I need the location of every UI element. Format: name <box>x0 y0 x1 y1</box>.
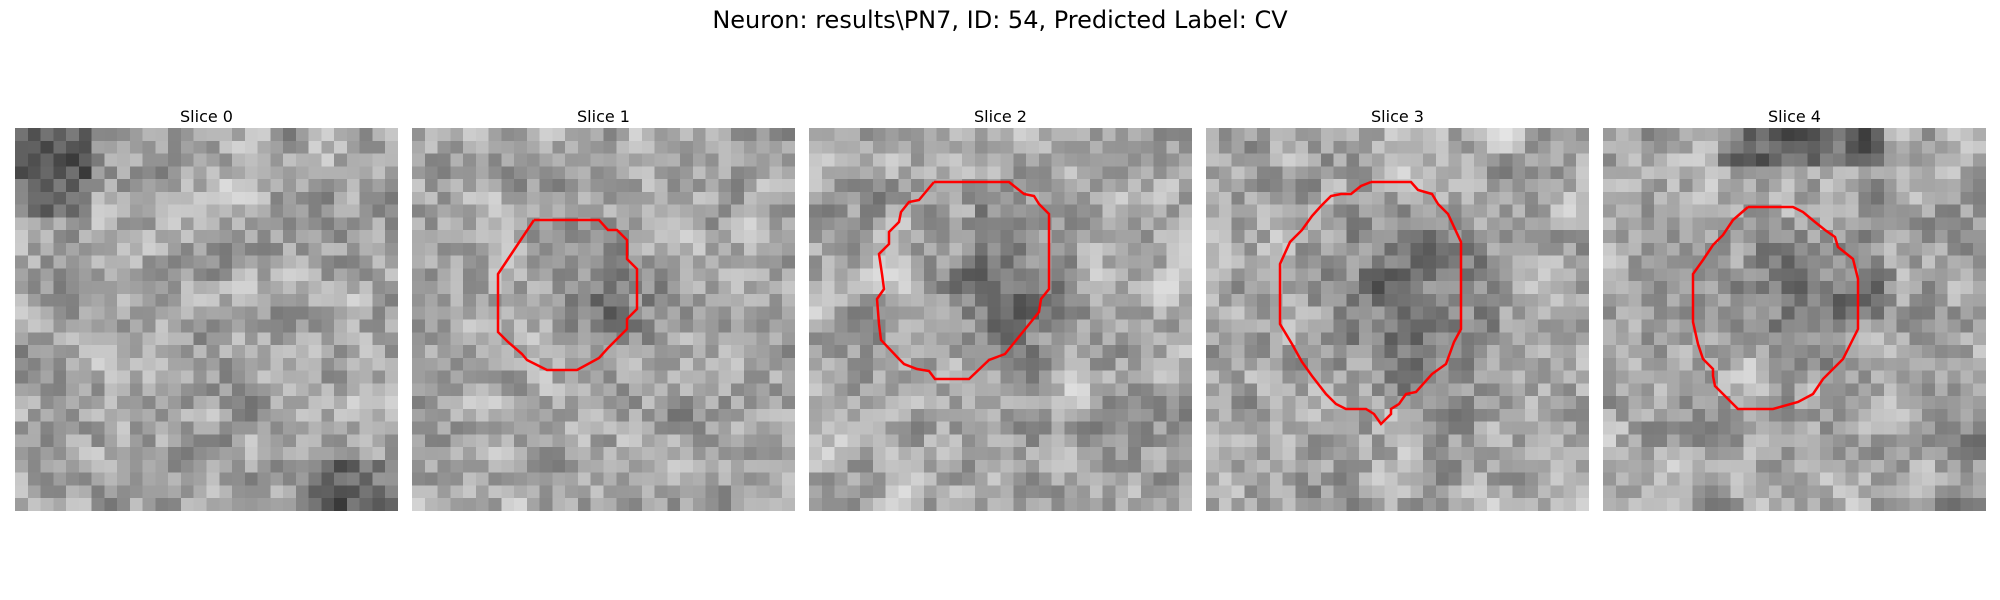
slice-image <box>15 128 398 511</box>
slice-title: Slice 0 <box>180 107 233 126</box>
slice-image <box>1206 128 1589 511</box>
slice-title: Slice 1 <box>577 107 630 126</box>
figure-title: Neuron: results\PN7, ID: 54, Predicted L… <box>712 6 1288 34</box>
slice-panel-4: Slice 4 <box>1603 106 1986 511</box>
slice-panel-2: Slice 2 <box>809 106 1192 511</box>
slice-image <box>809 128 1192 511</box>
slice-title: Slice 3 <box>1371 107 1424 126</box>
slice-title: Slice 2 <box>974 107 1027 126</box>
slice-image <box>412 128 795 511</box>
slice-image <box>1603 128 1986 511</box>
slice-title: Slice 4 <box>1768 107 1821 126</box>
slice-panel-0: Slice 0 <box>15 106 398 511</box>
slice-panel-1: Slice 1 <box>412 106 795 511</box>
slice-panel-3: Slice 3 <box>1206 106 1589 511</box>
